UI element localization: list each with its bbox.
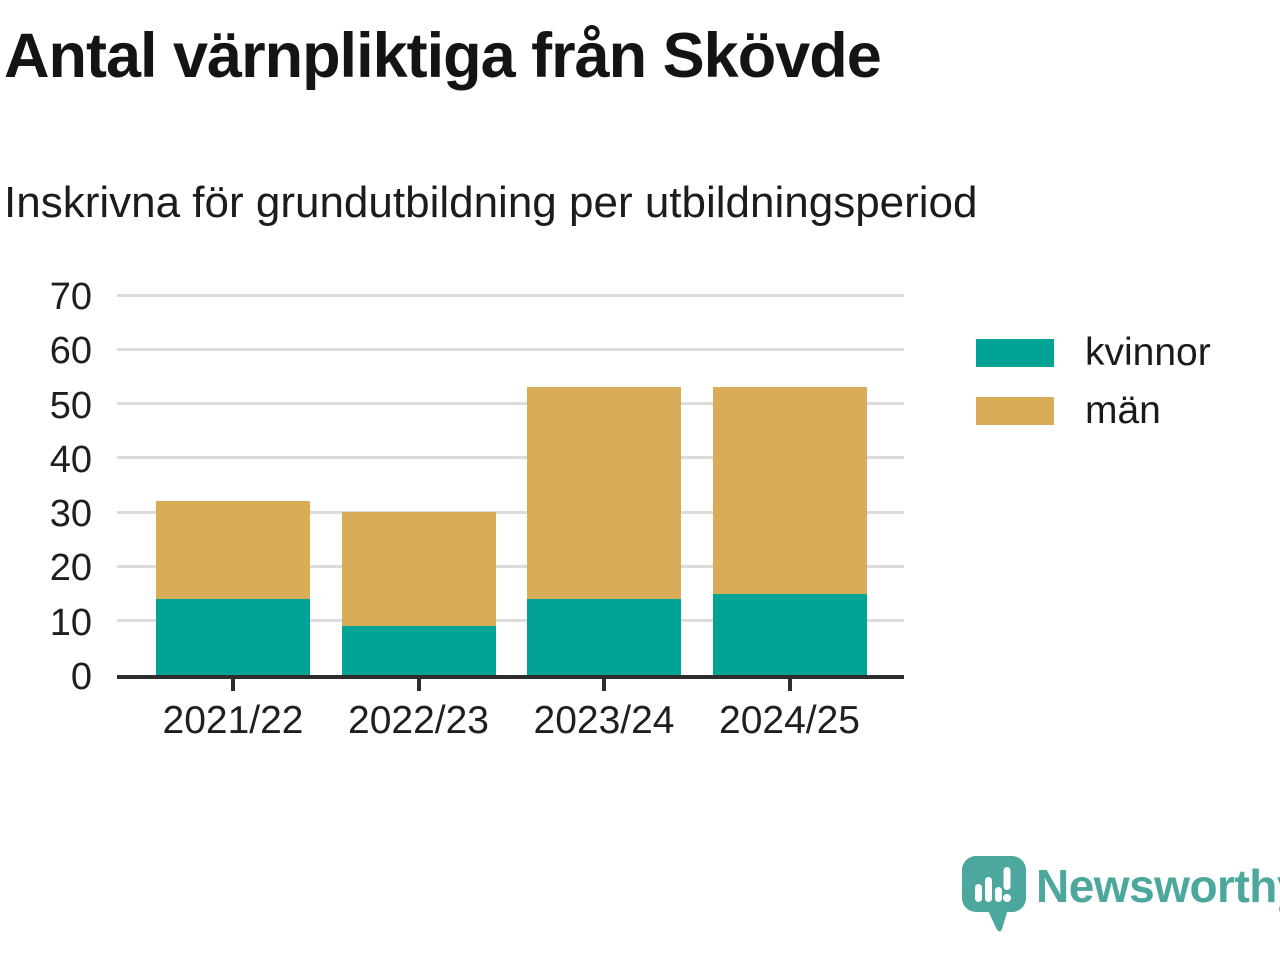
x-tick-label-2022/23: 2022/23	[348, 699, 489, 742]
newsworthy-wordmark: Newsworthy	[1036, 860, 1280, 912]
x-tick-2021/22	[231, 679, 235, 691]
y-tick-label-30: 30	[49, 493, 92, 536]
y-tick-label-40: 40	[49, 438, 92, 481]
x-tick-label-2023/24: 2023/24	[533, 699, 675, 742]
newsworthy-branding: Newsworthy	[962, 856, 1280, 936]
x-tick-2022/23	[416, 679, 421, 691]
gridline-40	[117, 456, 904, 460]
x-axis-line	[117, 675, 904, 679]
bar-män-2021/22	[156, 501, 310, 599]
legend: kvinnor män	[976, 331, 1211, 455]
newsworthy-logo-icon	[962, 856, 1026, 932]
legend-label-man: män	[1085, 389, 1161, 432]
legend-swatch-kvinnor	[976, 339, 1054, 367]
gridline-60	[117, 347, 904, 351]
x-tick-2024/25	[787, 679, 792, 691]
y-tick-label-10: 10	[49, 601, 92, 644]
y-tick-label-70: 70	[49, 276, 92, 318]
chart-subtitle: Inskrivna för grundutbildning per utbild…	[4, 178, 978, 227]
y-tick-label-20: 20	[49, 547, 92, 590]
gridline-10	[117, 619, 904, 623]
x-tick-2023/24	[602, 679, 606, 691]
x-tick-label-2021/22: 2021/22	[162, 699, 304, 742]
y-tick-label-0: 0	[70, 656, 92, 698]
y-axis-labels: 0 10 20 30 40 50 60 70	[0, 276, 92, 698]
gridline-30	[117, 510, 904, 514]
bar-män-2022/23	[341, 512, 496, 627]
gridline-20	[117, 564, 904, 568]
y-tick-label-50: 50	[49, 384, 92, 427]
legend-item-kvinnor: kvinnor	[976, 331, 1211, 374]
bar-män-2023/24	[527, 387, 681, 599]
chart-title: Antal värnpliktiga från Skövde	[4, 21, 882, 91]
legend-item-man: män	[976, 389, 1211, 432]
legend-label-kvinnor: kvinnor	[1085, 331, 1211, 374]
bar-män-2024/25	[712, 387, 867, 594]
bar-kvinnor-2024/25	[712, 593, 867, 675]
gridline-70	[117, 293, 904, 297]
gridline-50	[117, 402, 904, 406]
bar-kvinnor-2021/22	[156, 599, 310, 675]
y-tick-label-60: 60	[49, 330, 92, 373]
plot-area: 2021/22 2022/23 2023/24 2024/25	[117, 293, 904, 742]
bar-kvinnor-2022/23	[341, 626, 496, 675]
x-tick-label-2024/25: 2024/25	[719, 699, 860, 742]
legend-swatch-man	[976, 397, 1054, 425]
bar-kvinnor-2023/24	[527, 599, 681, 675]
